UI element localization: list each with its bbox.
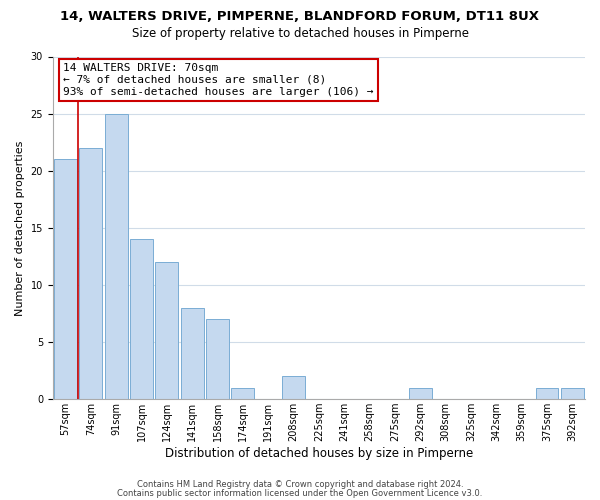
Bar <box>105 114 128 399</box>
Bar <box>282 376 305 399</box>
Bar <box>54 160 77 399</box>
Text: Size of property relative to detached houses in Pimperne: Size of property relative to detached ho… <box>131 28 469 40</box>
Bar <box>155 262 178 399</box>
Text: Contains HM Land Registry data © Crown copyright and database right 2024.: Contains HM Land Registry data © Crown c… <box>137 480 463 489</box>
X-axis label: Distribution of detached houses by size in Pimperne: Distribution of detached houses by size … <box>165 447 473 460</box>
Bar <box>409 388 431 399</box>
Bar <box>536 388 559 399</box>
Bar <box>561 388 584 399</box>
Bar <box>130 240 153 399</box>
Text: 14, WALTERS DRIVE, PIMPERNE, BLANDFORD FORUM, DT11 8UX: 14, WALTERS DRIVE, PIMPERNE, BLANDFORD F… <box>61 10 539 23</box>
Y-axis label: Number of detached properties: Number of detached properties <box>15 140 25 316</box>
Text: 14 WALTERS DRIVE: 70sqm
← 7% of detached houses are smaller (8)
93% of semi-deta: 14 WALTERS DRIVE: 70sqm ← 7% of detached… <box>64 64 374 96</box>
Bar <box>79 148 102 399</box>
Bar <box>206 319 229 399</box>
Bar <box>232 388 254 399</box>
Bar <box>181 308 203 399</box>
Text: Contains public sector information licensed under the Open Government Licence v3: Contains public sector information licen… <box>118 488 482 498</box>
